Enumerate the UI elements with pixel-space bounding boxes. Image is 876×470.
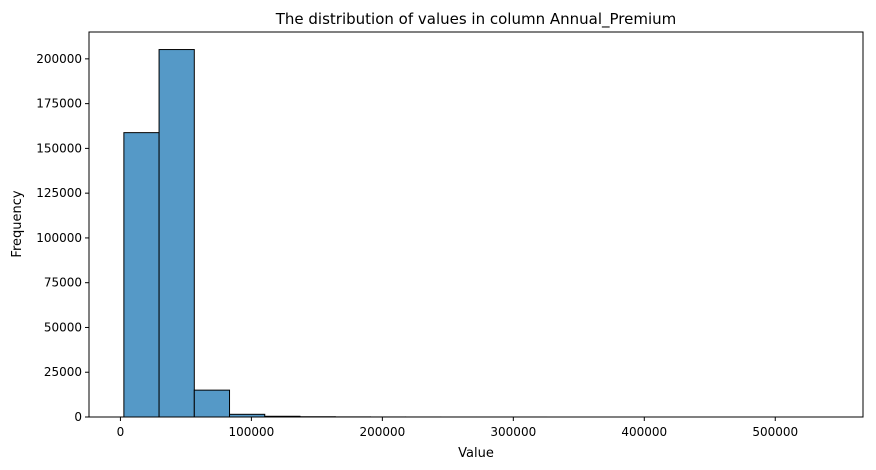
y-tick-label: 50000	[44, 320, 82, 334]
x-tick-label: 300000	[490, 425, 536, 439]
x-tick-label: 100000	[228, 425, 274, 439]
y-tick-label: 200000	[36, 52, 82, 66]
histogram-bar	[123, 132, 160, 418]
chart-title: The distribution of values in column Ann…	[275, 10, 677, 29]
y-tick-label: 25000	[44, 365, 82, 379]
y-axis-ticks: 0 25000 50000 75000 100000 125000 150000 175000…	[36, 52, 89, 424]
x-tick-label: 500000	[752, 425, 798, 439]
x-tick-label: 0	[117, 425, 125, 439]
y-tick-label: 75000	[44, 276, 82, 290]
x-axis-ticks: 0 100000 200000 300000 400000 500000	[117, 417, 798, 439]
plot-frame	[88, 31, 864, 418]
x-axis-label: Value	[458, 446, 494, 461]
histogram-bar	[158, 49, 195, 418]
y-tick-label: 125000	[36, 186, 82, 200]
histogram-bar	[193, 389, 231, 418]
y-tick-label: 0	[74, 410, 82, 424]
y-tick-label: 100000	[36, 231, 82, 245]
x-tick-label: 400000	[621, 425, 667, 439]
y-tick-label: 150000	[36, 141, 82, 155]
bars-group	[123, 49, 548, 418]
x-tick-label: 200000	[359, 425, 405, 439]
y-tick-label: 175000	[36, 97, 82, 111]
y-axis-label: Frequency	[10, 190, 25, 257]
